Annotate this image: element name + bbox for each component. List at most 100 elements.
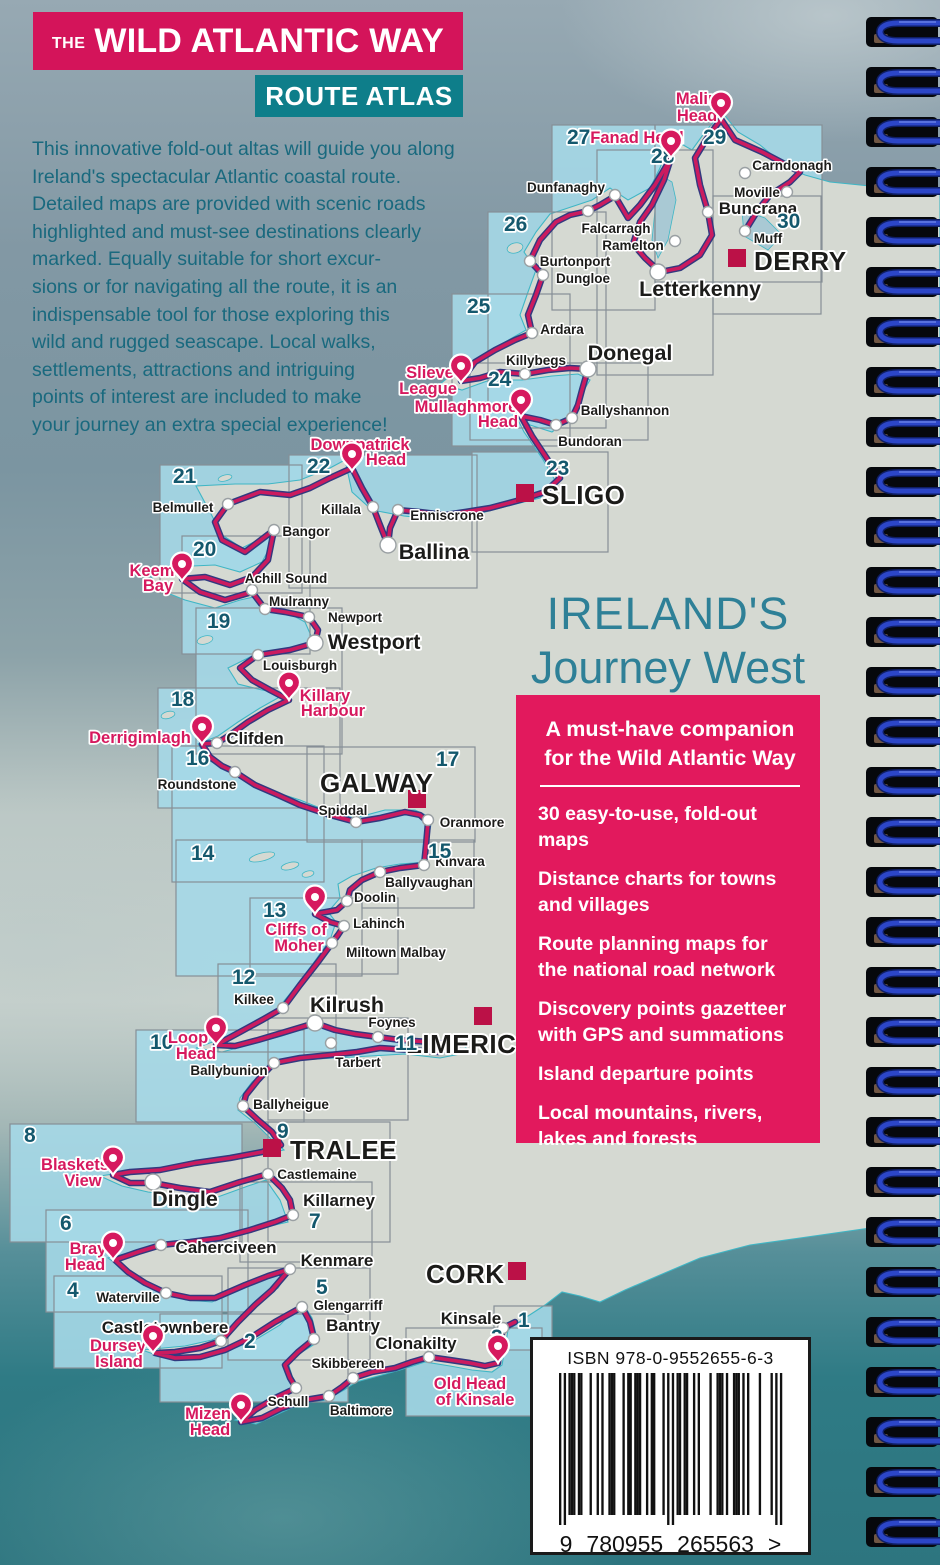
town-dot[interactable] bbox=[391, 503, 405, 517]
town-dot[interactable] bbox=[549, 418, 563, 432]
mizen-head-pin[interactable] bbox=[228, 1392, 254, 1425]
panel-bullet-list: 30 easy-to-use, fold-out maps Distance ch… bbox=[538, 801, 802, 1152]
cliffs-of-moher-pin[interactable] bbox=[302, 884, 328, 917]
town-dot[interactable] bbox=[228, 765, 242, 779]
town-dot[interactable] bbox=[738, 224, 752, 238]
town-dot[interactable] bbox=[738, 166, 752, 180]
malin-head-pin[interactable] bbox=[708, 90, 734, 123]
town-dot[interactable] bbox=[523, 254, 537, 268]
town-dot[interactable] bbox=[276, 1001, 290, 1015]
town-dot[interactable] bbox=[422, 1350, 436, 1364]
town-dot[interactable] bbox=[221, 497, 235, 511]
downpatrick-head-pin[interactable] bbox=[339, 441, 365, 474]
town-dot[interactable] bbox=[780, 185, 794, 199]
town-dot[interactable] bbox=[668, 234, 682, 248]
city-label: CORK bbox=[426, 1259, 505, 1289]
spiral-loop bbox=[866, 167, 940, 197]
map-section-number: 15 bbox=[428, 840, 452, 863]
map-section-number: 24 bbox=[488, 368, 512, 391]
town-dot[interactable] bbox=[701, 205, 715, 219]
map-section-frame bbox=[159, 1313, 349, 1403]
town-dot[interactable] bbox=[366, 500, 380, 514]
town-dot[interactable] bbox=[236, 1099, 250, 1113]
town-dot[interactable] bbox=[371, 1030, 385, 1044]
spiral-loop bbox=[866, 1167, 940, 1197]
title-text: WILD ATLANTIC WAY bbox=[94, 21, 445, 60]
town-dot[interactable] bbox=[159, 1286, 173, 1300]
town-label: Bangor bbox=[282, 524, 330, 539]
town-dot[interactable] bbox=[245, 583, 259, 597]
town-dot[interactable] bbox=[518, 367, 532, 381]
town-dot[interactable] bbox=[536, 268, 550, 282]
town-dot[interactable] bbox=[337, 919, 351, 933]
spiral-loop bbox=[866, 667, 940, 697]
town-dot[interactable] bbox=[251, 648, 265, 662]
old-head-of-kinsale-pin[interactable] bbox=[485, 1333, 511, 1366]
town-dot[interactable] bbox=[306, 634, 324, 652]
town-dot[interactable] bbox=[349, 815, 363, 829]
journey-west-heading: IRELAND'S Journey West bbox=[516, 588, 820, 694]
loop-head-pin[interactable] bbox=[203, 1015, 229, 1048]
city-square[interactable] bbox=[474, 1007, 492, 1025]
city-square[interactable] bbox=[516, 484, 534, 502]
city-square[interactable] bbox=[408, 790, 426, 808]
town-dot[interactable] bbox=[289, 1381, 303, 1395]
pin-hole bbox=[457, 362, 465, 370]
town-dot[interactable] bbox=[325, 936, 339, 950]
dursey-island-pin[interactable] bbox=[140, 1323, 166, 1356]
town-dot[interactable] bbox=[214, 1334, 228, 1348]
map-section-frame bbox=[239, 1181, 373, 1263]
city-square[interactable] bbox=[728, 249, 746, 267]
town-dot[interactable] bbox=[286, 1208, 300, 1222]
city-square[interactable] bbox=[263, 1139, 281, 1157]
town-dot[interactable] bbox=[283, 1262, 297, 1276]
town-dot[interactable] bbox=[261, 1167, 275, 1181]
map-section-frame bbox=[45, 1209, 249, 1313]
town-dot[interactable] bbox=[579, 360, 597, 378]
town-dot[interactable] bbox=[649, 263, 667, 281]
town-dot[interactable] bbox=[295, 1300, 309, 1314]
mullaghmore-head-pin[interactable] bbox=[508, 387, 534, 420]
town-dot[interactable] bbox=[525, 326, 539, 340]
intro-line: marked. Equally suitable for short excur… bbox=[32, 248, 381, 271]
panel-headline-line1: A must-have companion bbox=[545, 717, 795, 741]
town-label: Doolin bbox=[354, 890, 396, 905]
town-dot[interactable] bbox=[417, 858, 431, 872]
town-dot[interactable] bbox=[210, 736, 224, 750]
town-dot[interactable] bbox=[302, 610, 316, 624]
town-label: Achill Sound bbox=[245, 571, 328, 586]
town-dot[interactable] bbox=[373, 865, 387, 879]
town-dot[interactable] bbox=[379, 536, 397, 554]
town-dot[interactable] bbox=[307, 1332, 321, 1346]
town-dot[interactable] bbox=[144, 1173, 162, 1191]
town-dot[interactable] bbox=[565, 411, 579, 425]
map-section-number: 20 bbox=[193, 538, 216, 561]
town-label: Kilrush bbox=[310, 993, 384, 1017]
slieve-league-pin[interactable] bbox=[448, 353, 474, 386]
city-square[interactable] bbox=[508, 1262, 526, 1280]
town-label: Ardara bbox=[540, 322, 584, 337]
town-label: Ballyheigue bbox=[253, 1097, 329, 1112]
blaskets-view-pin[interactable] bbox=[100, 1145, 126, 1178]
town-dot[interactable] bbox=[154, 1238, 168, 1252]
killary-harbour-pin[interactable] bbox=[276, 670, 302, 703]
town-dot[interactable] bbox=[306, 1014, 324, 1032]
town-dot[interactable] bbox=[258, 602, 272, 616]
town-dot[interactable] bbox=[496, 1321, 510, 1335]
town-dot[interactable] bbox=[324, 1036, 338, 1050]
spiral-loop bbox=[866, 717, 940, 747]
town-dot[interactable] bbox=[581, 204, 595, 218]
town-label: Louisburgh bbox=[263, 658, 337, 673]
town-dot[interactable] bbox=[267, 1056, 281, 1070]
fanad-head-pin[interactable] bbox=[658, 128, 684, 161]
town-dot[interactable] bbox=[340, 894, 354, 908]
town-dot[interactable] bbox=[608, 188, 622, 202]
keem-bay-pin[interactable] bbox=[169, 551, 195, 584]
town-dot[interactable] bbox=[346, 1371, 360, 1385]
town-dot[interactable] bbox=[322, 1389, 336, 1403]
spiral-loop bbox=[866, 1017, 940, 1047]
town-dot[interactable] bbox=[421, 813, 435, 827]
bray-head-pin[interactable] bbox=[100, 1230, 126, 1263]
derrigimlagh-pin[interactable] bbox=[189, 714, 215, 747]
town-dot[interactable] bbox=[267, 523, 281, 537]
